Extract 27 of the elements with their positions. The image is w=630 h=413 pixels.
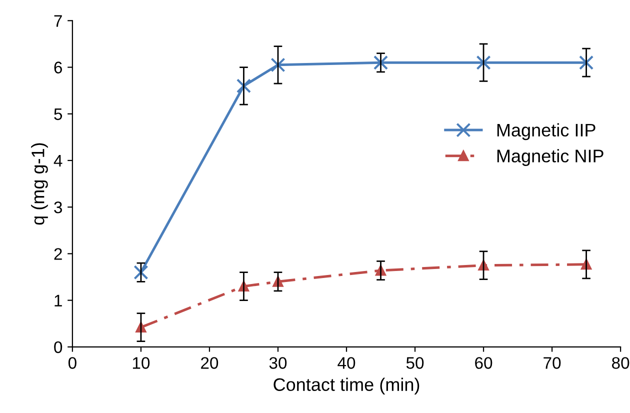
y-axis-title: q (mg g-1) <box>31 143 48 225</box>
point <box>476 55 491 70</box>
point <box>270 58 286 72</box>
x-tick-label: 10 <box>132 357 150 369</box>
y-tick-label: 4 <box>54 155 62 167</box>
x-axis-title: Contact time (min) <box>274 378 420 395</box>
y-tick-label: 2 <box>54 248 62 260</box>
x-tick-label: 50 <box>406 357 424 369</box>
x-tick-label: 80 <box>612 357 630 369</box>
legend-label: Magnetic IIP <box>497 123 596 140</box>
point <box>579 55 594 70</box>
x-tick-label: 70 <box>544 357 561 369</box>
y-tick-label: 3 <box>54 201 62 214</box>
y-tick-label: 1 <box>54 294 62 306</box>
x-tick-label: 20 <box>201 357 218 369</box>
x-tick-label: 30 <box>269 357 287 369</box>
point <box>236 78 252 94</box>
x-tick-label: 0 <box>68 357 76 369</box>
y-tick-label: 0 <box>54 341 62 354</box>
point <box>134 265 148 280</box>
y-tick-label: 6 <box>54 62 62 74</box>
x-tick-label: 60 <box>475 357 492 369</box>
legend-label: Magnetic NIP <box>497 149 604 166</box>
x-tick-label: 40 <box>338 357 356 369</box>
point <box>373 55 388 70</box>
y-tick-label: 5 <box>54 108 62 120</box>
y-tick-label: 7 <box>54 15 62 27</box>
